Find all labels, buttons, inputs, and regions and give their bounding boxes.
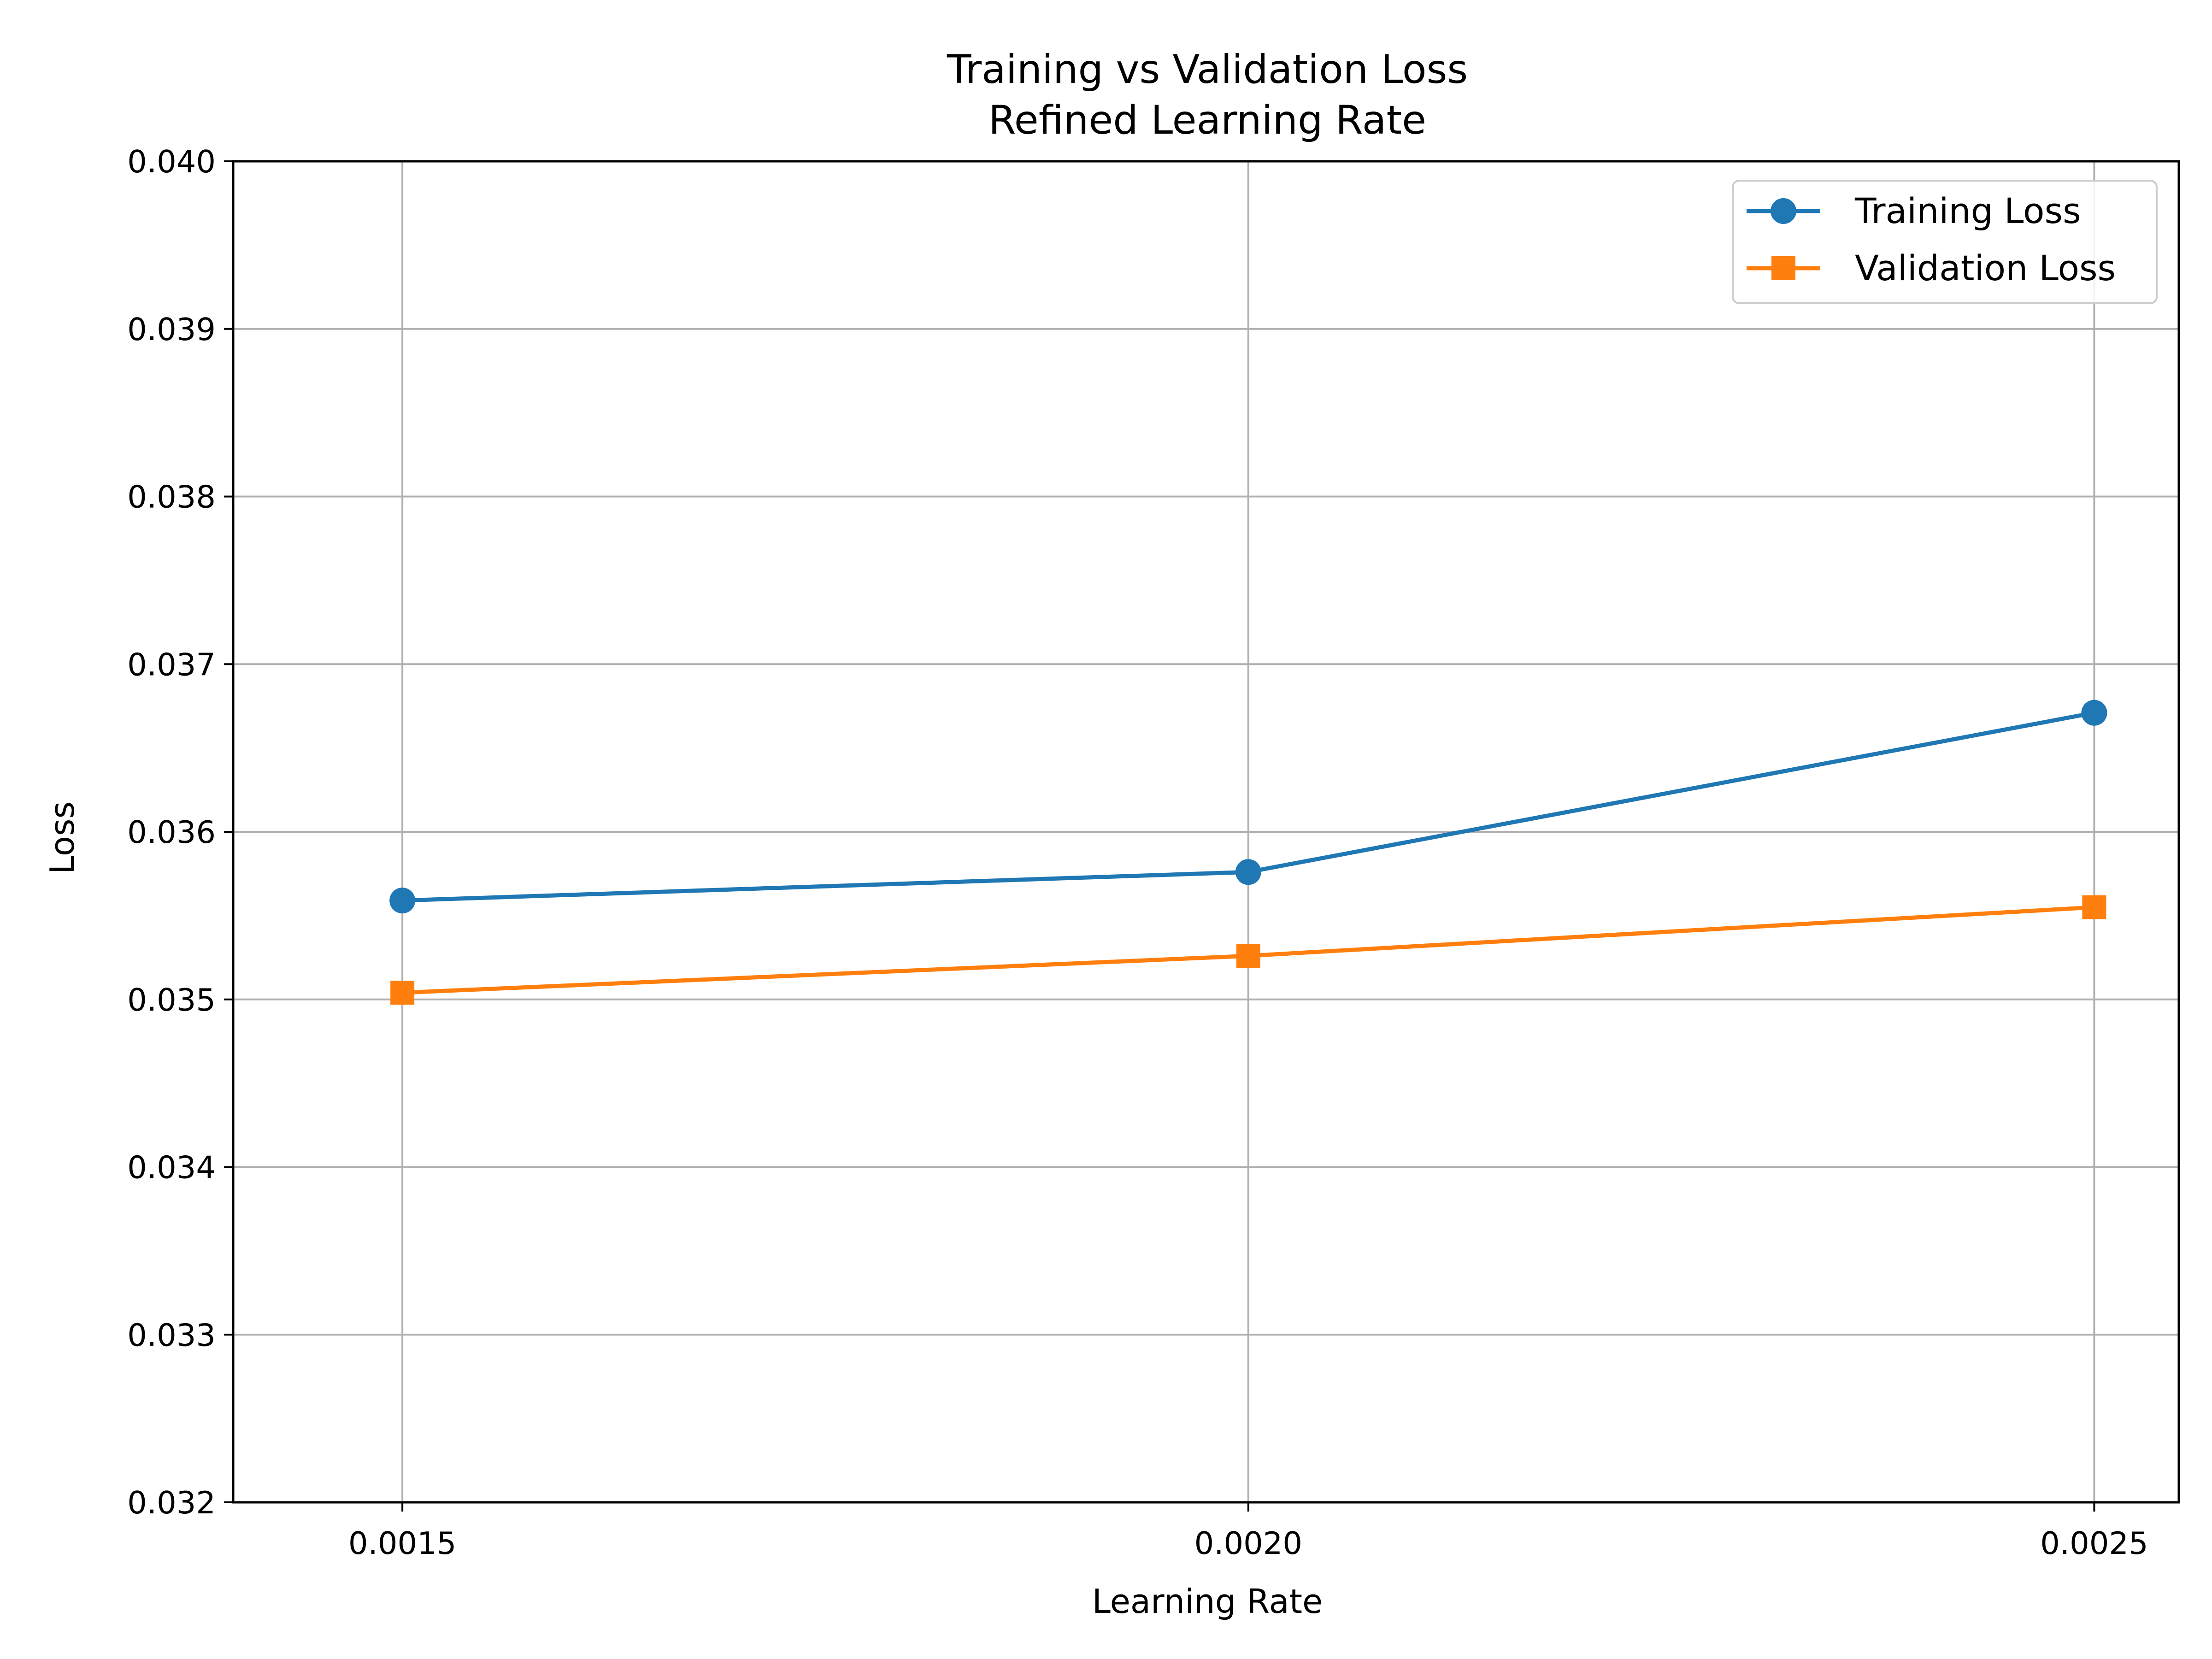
y-axis-label: Loss xyxy=(43,801,82,874)
data-point xyxy=(2081,700,2107,726)
legend-label: Training Loss xyxy=(1854,190,2081,231)
data-point xyxy=(389,888,416,914)
ticks: 0.032 0.033 0.034 0.035 0.036 0.037 0.038 0.039… xyxy=(127,144,2148,1561)
data-point xyxy=(2082,895,2106,919)
legend-label: Validation Loss xyxy=(1855,247,2116,288)
y-tick-label: 0.032 xyxy=(127,1485,216,1521)
y-tick-label: 0.040 xyxy=(127,144,216,180)
y-tick-label: 0.039 xyxy=(127,312,216,347)
chart-subtitle: Refined Learning Rate xyxy=(988,97,1426,143)
y-tick-label: 0.036 xyxy=(127,814,216,850)
x-tick-label: 0.0015 xyxy=(348,1525,456,1561)
chart-title: Training vs Validation Loss xyxy=(947,47,1468,93)
series-training-loss xyxy=(389,700,2107,914)
legend-marker xyxy=(1771,256,1795,280)
data-point xyxy=(390,981,415,1005)
data-point xyxy=(1235,859,1261,885)
y-tick-label: 0.037 xyxy=(127,647,216,682)
y-tick-label: 0.034 xyxy=(127,1150,216,1186)
data-point xyxy=(1236,944,1260,968)
y-tick-label: 0.038 xyxy=(127,479,216,515)
x-tick-label: 0.0025 xyxy=(2040,1525,2148,1561)
y-tick-label: 0.033 xyxy=(127,1317,216,1353)
legend: Training Loss Validation Loss xyxy=(1732,180,2158,304)
legend-item: Training Loss xyxy=(1747,190,2081,231)
series-layer xyxy=(389,700,2107,1005)
y-tick-label: 0.035 xyxy=(127,982,216,1018)
series-validation-loss xyxy=(390,895,2106,1005)
x-tick-label: 0.0020 xyxy=(1194,1525,1302,1561)
x-axis-label: Learning Rate xyxy=(1092,1582,1323,1621)
legend-marker xyxy=(1771,198,1796,224)
legend-box xyxy=(1732,180,2158,304)
grid-lines xyxy=(233,160,2179,1503)
legend-item: Validation Loss xyxy=(1747,247,2116,288)
